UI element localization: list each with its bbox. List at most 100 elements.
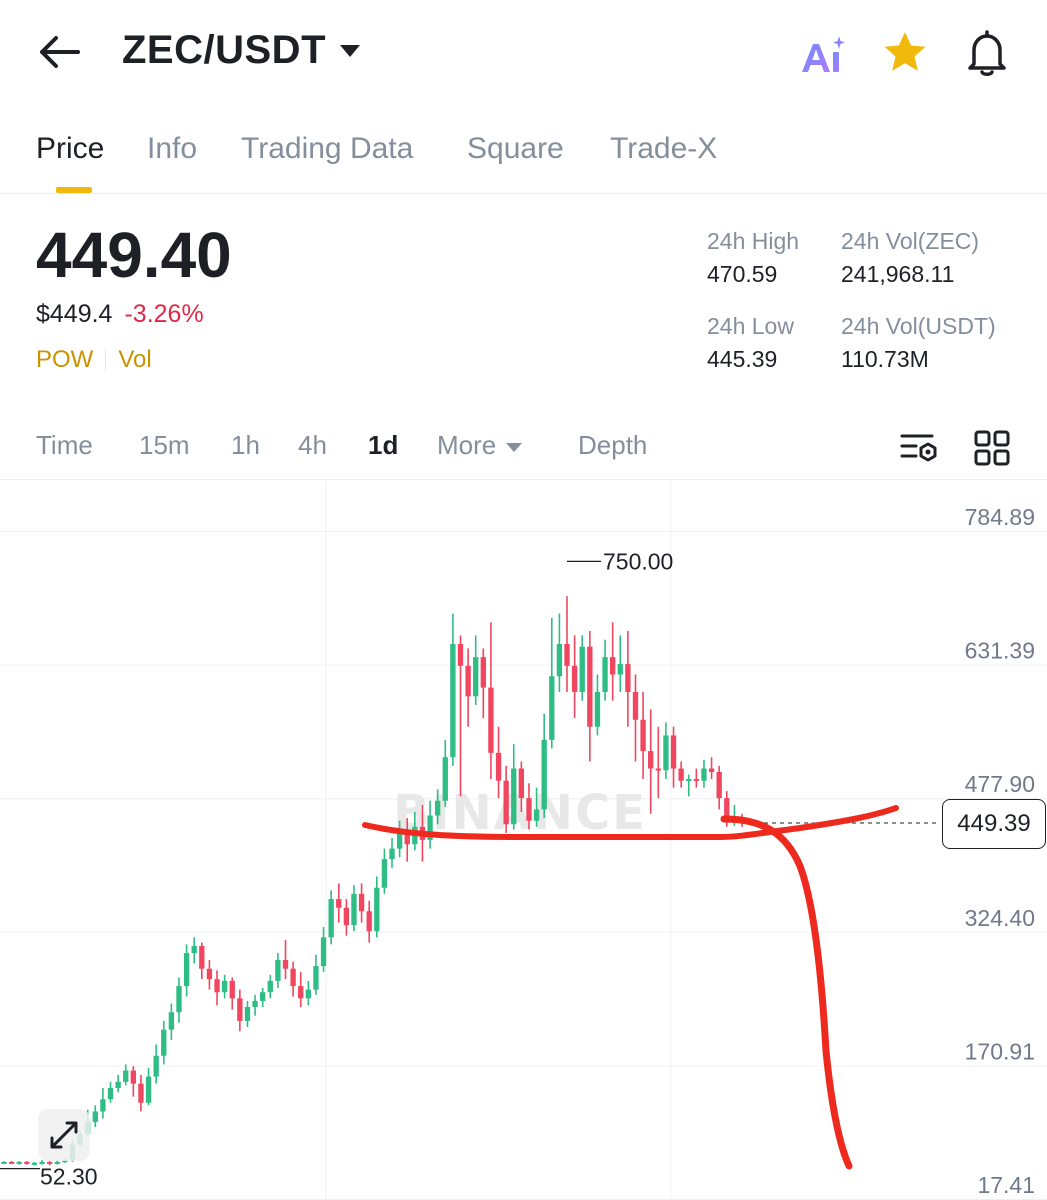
candle-body	[267, 980, 273, 993]
bell-icon[interactable]	[962, 28, 1012, 78]
tab-trading-data[interactable]: Trading Data	[241, 132, 414, 165]
candle-body	[229, 980, 235, 999]
chevron-down-icon	[506, 442, 523, 452]
candle-body	[275, 960, 281, 981]
stat-label: 24h Low	[707, 313, 794, 339]
tab-price[interactable]: Price	[36, 132, 105, 165]
tag-pow[interactable]: POW	[36, 346, 94, 373]
candle-body	[46, 1161, 53, 1164]
candle-body	[404, 832, 410, 845]
y-axis-labels: 784.89 631.39 477.90 324.40 170.91 17.41	[965, 504, 1035, 1198]
min-marker-label: 52.30	[40, 1164, 98, 1190]
candle-body	[374, 887, 380, 932]
stat-value: 470.59	[707, 261, 778, 287]
candles	[1, 596, 745, 1166]
tf-1h[interactable]: 1h	[231, 430, 260, 460]
candle-body	[358, 893, 365, 912]
candle-body	[488, 687, 494, 753]
stat-24h-low: 24h Low 445.39	[707, 313, 794, 373]
candle-body	[708, 768, 715, 772]
candle-body	[533, 809, 540, 821]
tf-more[interactable]: More	[437, 430, 523, 461]
candle-body	[54, 1161, 60, 1164]
extreme-markers: 750.00 52.30	[0, 548, 673, 1190]
candle-body	[716, 771, 722, 799]
candle-body	[396, 832, 403, 849]
y-tick-label: 631.39	[965, 638, 1035, 664]
tag-divider	[105, 349, 107, 371]
candlestick-chart[interactable]: BINANCE 784.89 631.39 477.90 324.40 170.91 17…	[0, 481, 1047, 1200]
tf-1d[interactable]: 1d	[368, 430, 399, 460]
tf-4h[interactable]: 4h	[298, 430, 327, 460]
grid-layout-icon[interactable]	[970, 426, 1014, 470]
candle-body	[176, 986, 182, 1013]
pair-title: ZEC/USDT	[122, 28, 326, 72]
candle-body	[473, 657, 479, 697]
candle-body	[100, 1099, 106, 1112]
candle-body	[518, 768, 525, 799]
candle-body	[153, 1055, 159, 1077]
candle-body	[625, 664, 631, 692]
candle-body	[115, 1081, 121, 1088]
candle-body	[31, 1162, 38, 1165]
candle-body	[686, 778, 692, 781]
candle-body	[450, 644, 456, 758]
candle-body	[145, 1076, 152, 1103]
candle-body	[252, 1000, 258, 1008]
stat-value: 110.73M	[841, 346, 929, 372]
candle-body	[351, 893, 357, 926]
stat-24h-vol-base: 24h Vol(ZEC) 241,968.11	[841, 228, 979, 288]
last-price-tag: 449.39	[942, 799, 1046, 849]
pair-selector[interactable]: ZEC/USDT	[122, 28, 360, 73]
candle-body	[138, 1083, 144, 1103]
y-tick-label: 170.91	[965, 1038, 1035, 1064]
candle-body	[62, 1160, 68, 1163]
tab-info[interactable]: Info	[147, 132, 198, 165]
candle-body	[24, 1161, 30, 1164]
candle-body	[465, 665, 471, 697]
tab-square[interactable]: Square	[467, 132, 564, 165]
candle-body	[206, 968, 213, 980]
hand-drawn-annotation	[362, 805, 899, 1170]
candle-body	[526, 798, 532, 821]
y-tick-label: 324.40	[965, 905, 1035, 931]
candle-body	[313, 966, 319, 990]
chart-settings-icon[interactable]	[898, 426, 942, 470]
ai-icon[interactable]	[798, 32, 848, 78]
header: ZEC/USDT	[0, 0, 1047, 105]
candle-body	[168, 1012, 175, 1030]
candle-body	[579, 646, 585, 692]
tf-15m[interactable]: 15m	[139, 430, 190, 460]
last-price-tag-label: 449.39	[957, 810, 1031, 837]
candle-body	[298, 986, 304, 999]
candle-body	[39, 1161, 45, 1164]
back-arrow-icon[interactable]	[34, 30, 84, 74]
candle-body	[609, 657, 616, 675]
candle-body	[503, 780, 509, 825]
candle-body	[678, 768, 684, 781]
candle-body	[161, 1029, 167, 1056]
fullscreen-expand-icon[interactable]	[38, 1109, 90, 1161]
candle-body	[237, 998, 243, 1021]
chart-canvas: BINANCE 784.89631.39477.90324.40170.9117…	[0, 481, 1047, 1200]
y-tick-label: 477.90	[965, 771, 1035, 797]
max-marker-label: 750.00	[603, 548, 673, 574]
candle-body	[427, 815, 433, 840]
stat-24h-vol-quote: 24h Vol(USDT) 110.73M	[841, 313, 996, 373]
token-tags: POW Vol	[36, 346, 152, 374]
tf-time[interactable]: Time	[36, 430, 93, 460]
candle-body	[290, 968, 296, 987]
tf-depth[interactable]: Depth	[578, 430, 648, 460]
tab-trade-x[interactable]: Trade-X	[610, 132, 718, 165]
tag-vol[interactable]: Vol	[118, 346, 152, 373]
candle-body	[457, 644, 464, 666]
stat-label: 24h Vol(USDT)	[841, 313, 996, 339]
candle-body	[214, 979, 220, 993]
support-line-annotation	[362, 805, 899, 840]
candle-body	[594, 691, 601, 727]
star-icon[interactable]	[880, 28, 930, 78]
stat-label: 24h High	[707, 228, 800, 254]
price-change: -3.26%	[124, 300, 204, 328]
chevron-down-icon	[340, 44, 360, 57]
candle-body	[381, 859, 388, 888]
